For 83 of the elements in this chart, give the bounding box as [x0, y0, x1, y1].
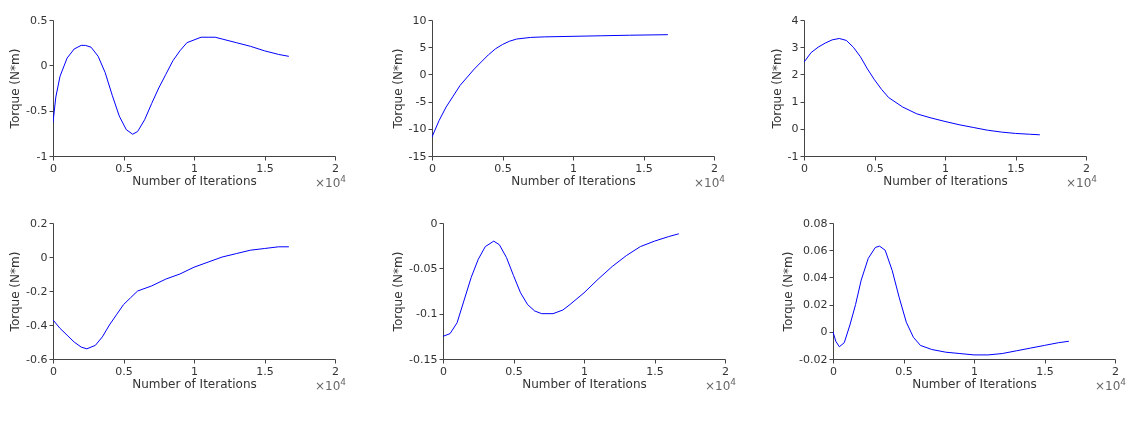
y-tick-label: -0.6 [26, 352, 48, 366]
y-tick-label: 0 [791, 122, 799, 136]
y-tick-label: 2 [791, 67, 799, 81]
x-tick-label: 2 [1112, 364, 1119, 378]
line-series [53, 246, 289, 350]
line-series [432, 34, 668, 138]
y-axis-title: Torque (N*m) [769, 48, 784, 130]
x-tick-label: 0 [830, 364, 837, 378]
text: ×10$^{4}$ [694, 174, 726, 190]
x-tick-label: 1.5 [646, 364, 664, 378]
x-tick-label: 1.5 [256, 364, 274, 378]
y-tick-label: 0.2 [30, 216, 48, 230]
x-axis-title: Number of Iterations [912, 376, 1037, 391]
y-tick-label: -0.1 [416, 307, 438, 321]
x-tick-label: 0.5 [494, 161, 512, 175]
y-tick-label: -0.5 [26, 104, 48, 118]
y-axis-title: Torque (N*m) [8, 48, 23, 130]
y-tick-label: 0 [40, 250, 48, 264]
y-tick-label: -15 [408, 149, 427, 163]
x-tick-label: 0.5 [115, 364, 133, 378]
y-tick-label: 10 [412, 13, 427, 27]
x-axis-title: Number of Iterations [132, 376, 257, 391]
x-tick-label: 0 [440, 364, 447, 378]
x-tick-label: 0 [50, 364, 57, 378]
x-tick-label: 1 [942, 161, 949, 175]
text: ×10$^{4}$ [705, 377, 737, 393]
y-tick-label: -0.4 [26, 318, 48, 332]
x-axis-title: Number of Iterations [132, 173, 257, 188]
x-axis-title: Number of Iterations [883, 173, 1008, 188]
y-tick-label: 0.02 [803, 298, 828, 312]
text: ×10$^{4}$ [315, 174, 347, 190]
x-tick-label: 1 [570, 161, 577, 175]
y-tick-label: 4 [791, 13, 799, 27]
x-tick-label: 1 [191, 364, 198, 378]
x-tick-label: 1.5 [635, 161, 653, 175]
y-tick-label: -5 [415, 95, 427, 109]
y-tick-label: 3 [791, 40, 799, 54]
x-tick-label: 1 [971, 364, 978, 378]
x-tick-label: 0.5 [866, 161, 884, 175]
y-tick-label: 0 [820, 325, 828, 339]
y-tick-label: 0 [430, 216, 438, 230]
y-tick-label: -1 [787, 149, 799, 163]
y-tick-label: 1 [791, 95, 799, 109]
y-tick-label: 0.5 [30, 13, 48, 27]
y-tick-label: -0.15 [409, 352, 438, 366]
y-tick-label: 0.08 [803, 216, 828, 230]
x-tick-label: 2 [1083, 161, 1090, 175]
x-tick-label: 2 [711, 161, 718, 175]
x-tick-label: 2 [332, 364, 339, 378]
y-axis-title: Torque (N*m) [391, 251, 406, 333]
y-tick-label: -10 [408, 122, 427, 136]
x-tick-label: 0.5 [505, 364, 523, 378]
y-tick-label: -0.05 [409, 261, 438, 275]
x-tick-label: 1 [581, 364, 588, 378]
y-tick-label: -0.02 [799, 352, 828, 366]
x-tick-label: 2 [722, 364, 729, 378]
x-tick-label: 1.5 [1007, 161, 1025, 175]
y-tick-label: 0.06 [803, 243, 828, 257]
x-tick-label: 2 [332, 161, 339, 175]
y-axis-title: Torque (N*m) [8, 251, 23, 333]
line-series [833, 245, 1069, 356]
x-tick-label: 0.5 [895, 364, 913, 378]
y-axis-title: Torque (N*m) [390, 48, 405, 130]
y-tick-label: 0.04 [803, 270, 828, 284]
y-tick-label: -1 [36, 149, 48, 163]
text: ×10$^{4}$ [1095, 377, 1127, 393]
x-tick-label: 1.5 [1036, 364, 1054, 378]
line-series [53, 36, 289, 135]
x-tick-label: 0 [50, 161, 57, 175]
y-tick-label: -0.2 [26, 284, 48, 298]
x-tick-label: 1.5 [256, 161, 274, 175]
text: ×10$^{4}$ [1066, 174, 1098, 190]
y-tick-label: 5 [419, 40, 427, 54]
line-series [804, 38, 1040, 136]
line-series [443, 233, 679, 337]
x-axis-title: Number of Iterations [511, 173, 636, 188]
x-axis-title: Number of Iterations [522, 376, 647, 391]
x-tick-label: 1 [191, 161, 198, 175]
y-tick-label: 0 [40, 58, 48, 72]
text: ×10$^{4}$ [315, 377, 347, 393]
y-tick-label: 0 [419, 67, 427, 81]
x-tick-label: 0.5 [115, 161, 133, 175]
y-axis-title: Torque (N*m) [781, 251, 796, 333]
